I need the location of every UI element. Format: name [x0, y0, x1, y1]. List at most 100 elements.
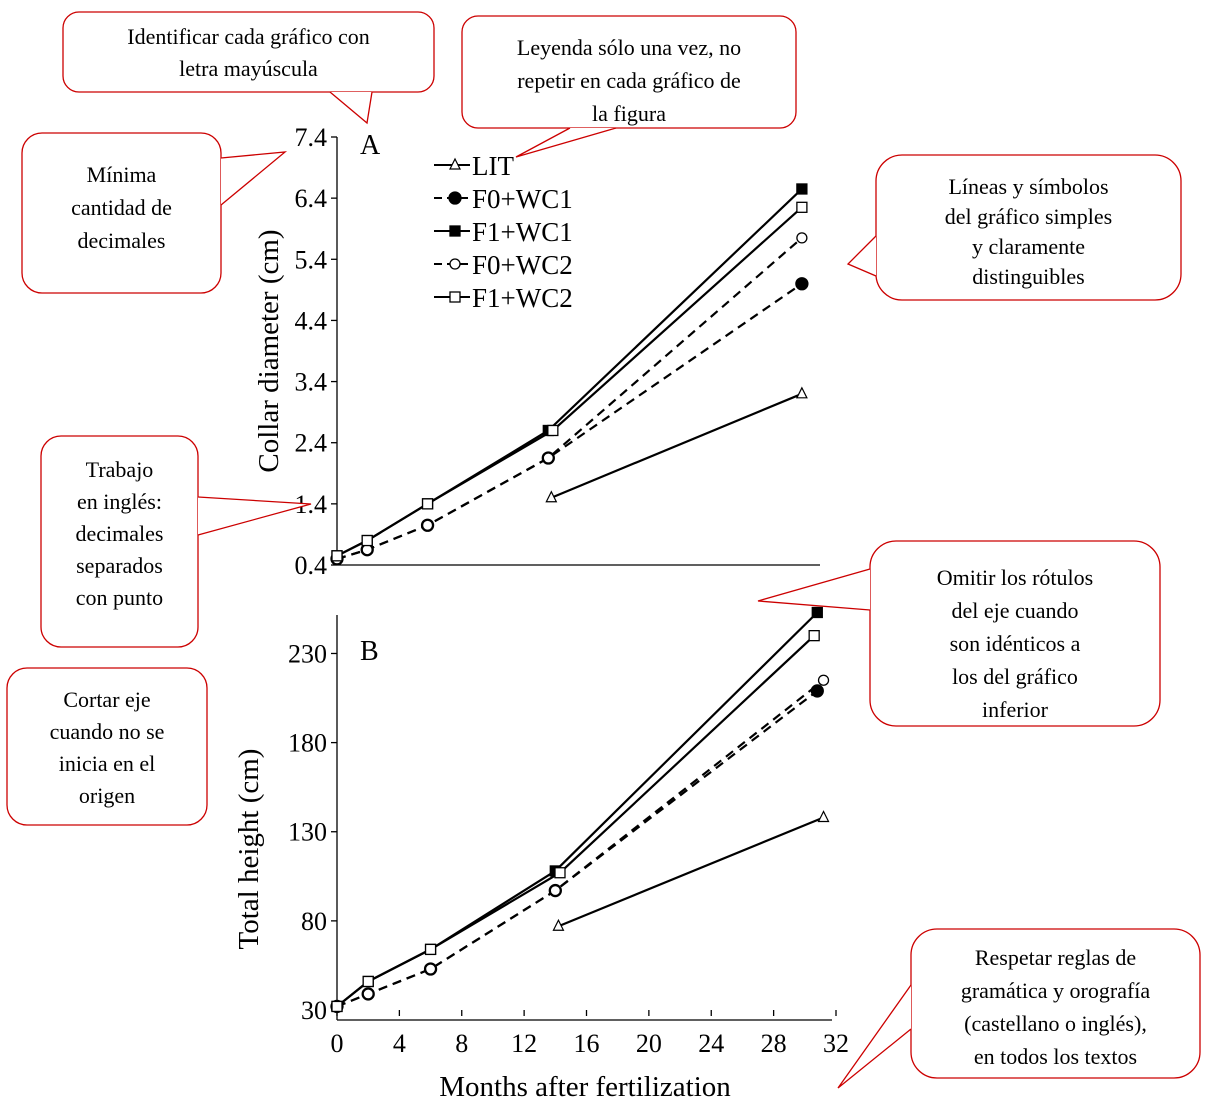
legend-marker	[449, 291, 461, 303]
x-tick-label: 0	[331, 1029, 344, 1058]
callout-pointer	[757, 568, 871, 611]
data-point	[361, 544, 373, 556]
callout-text-line: distinguibles	[972, 264, 1084, 289]
data-point	[421, 519, 434, 531]
legend-entry-f0-wc1: F0+WC1	[434, 184, 573, 214]
callout-text-line: Mínima	[87, 162, 157, 187]
callout-pointer-fill	[330, 92, 372, 123]
panel-b: 30 80 130 180 230 0 4 8 12 16 20 24 28 32 B Total he…	[233, 606, 849, 1103]
callout-leyenda: Leyenda sólo una vez, no repetir en cada …	[461, 15, 797, 158]
data-point	[362, 988, 374, 1000]
y-axis-label-b: Total height (cm)	[233, 749, 265, 950]
callout-pointer	[197, 496, 312, 536]
callout-box	[869, 540, 1161, 727]
callout-text-line: letra mayúscula	[179, 56, 318, 81]
y-tick-label: 7.4	[295, 123, 328, 152]
series-line	[336, 611, 819, 1008]
callout-identificar: Identificar cada gráfico con letra mayúsc…	[62, 11, 435, 125]
callout-text-line: cuando no se	[50, 719, 165, 744]
legend-label: LIT	[472, 151, 514, 181]
panel-a: 0.41.42.43.44.45.46.47.4 A Collar diamet…	[253, 123, 820, 580]
series-f1-wc2	[331, 201, 808, 562]
data-point	[817, 674, 830, 686]
legend-marker	[449, 258, 461, 270]
legend-entry-lit: LIT	[434, 151, 514, 181]
series-lit	[545, 386, 808, 503]
callout-text-line: y claramente	[972, 234, 1085, 259]
panel-label-a: A	[360, 130, 381, 161]
y-tick-label: 30	[301, 996, 327, 1025]
legend-label: F0+WC1	[472, 184, 573, 214]
callout-pointer	[329, 91, 373, 125]
callout-text-line: cantidad de	[71, 195, 172, 220]
data-point	[545, 490, 558, 503]
callout-text-line: Leyenda sólo una vez, no	[517, 35, 741, 60]
callouts: Identificar cada gráfico con letra mayúsc…	[6, 11, 1201, 1089]
data-point	[796, 183, 808, 195]
data-point	[817, 810, 830, 823]
legend-marker	[449, 225, 461, 237]
data-point	[424, 963, 437, 975]
callout-text-line: la figura	[592, 101, 666, 126]
callout-text-line: en todos los textos	[974, 1044, 1137, 1069]
callout-pointer	[220, 151, 288, 206]
data-point	[808, 630, 820, 642]
legend-entry-f1-wc1: F1+WC1	[434, 217, 573, 247]
callout-text-line: inicia en el	[59, 751, 156, 776]
callout-box	[461, 15, 797, 129]
callout-text-line: Respetar reglas de	[975, 945, 1136, 970]
callout-box	[62, 11, 435, 93]
legend-label: F0+WC2	[472, 250, 573, 280]
callout-lineas: Líneas y símbolos del gráfico simples y cl…	[846, 154, 1182, 301]
y-tick-label: 0.4	[295, 551, 328, 580]
y-tick-label: 3.4	[295, 368, 328, 397]
callout-ingles: Trabajo en inglés: decimales separados con p…	[40, 435, 312, 648]
panel-label-b: B	[360, 636, 379, 667]
x-tick-label: 32	[823, 1029, 849, 1058]
callout-box	[6, 667, 208, 826]
data-point	[361, 534, 373, 547]
data-point	[542, 452, 554, 464]
callout-text-line: origen	[79, 783, 135, 808]
series-line	[558, 816, 824, 928]
legend-entry-f0-wc2: F0+WC2	[434, 250, 573, 280]
callout-box	[40, 435, 199, 648]
data-point	[547, 424, 559, 437]
callout-text-line: decimales	[78, 228, 166, 253]
data-point	[424, 943, 437, 956]
callout-text-line: Líneas y símbolos	[948, 174, 1108, 199]
x-tick-label: 20	[636, 1029, 662, 1058]
data-point	[331, 1000, 343, 1013]
callout-cortar: Cortar eje cuando no se inicia en el origen	[6, 667, 208, 826]
data-point	[362, 975, 374, 988]
y-tick-label: 2.4	[295, 429, 328, 458]
y-tick-label: 230	[288, 639, 327, 668]
y-tick-label: 6.4	[295, 184, 328, 213]
y-tick-label: 4.4	[295, 306, 328, 335]
legend-label: F1+WC1	[472, 217, 573, 247]
series-line	[336, 679, 825, 1008]
data-point	[549, 884, 561, 897]
callout-respetar: Respetar reglas de gramática y orografía (…	[837, 928, 1201, 1089]
data-point	[796, 232, 808, 244]
callout-pointer-fill	[758, 569, 870, 610]
y-tick-label: 130	[288, 818, 327, 847]
callout-text-line: Omitir los rótulos	[937, 565, 1093, 590]
data-point	[796, 201, 808, 213]
data-point	[811, 606, 823, 619]
x-tick-label: 12	[511, 1029, 537, 1058]
callout-pointer-fill	[848, 236, 876, 276]
callout-text-line: repetir en cada gráfico de	[517, 68, 741, 93]
callout-text-line: Identificar cada gráfico con	[127, 24, 369, 49]
legend-label: F1+WC2	[472, 283, 573, 313]
callout-pointer	[837, 984, 912, 1089]
series-f1-wc1	[331, 606, 823, 1013]
legend-marker	[449, 157, 461, 170]
x-axis-label: Months after fertilization	[439, 1071, 731, 1103]
callout-pointer	[846, 235, 877, 277]
data-point	[331, 550, 343, 562]
callout-text-line: inferior	[982, 697, 1049, 722]
callout-text-line: son idénticos a	[950, 631, 1081, 656]
data-point	[554, 867, 566, 879]
